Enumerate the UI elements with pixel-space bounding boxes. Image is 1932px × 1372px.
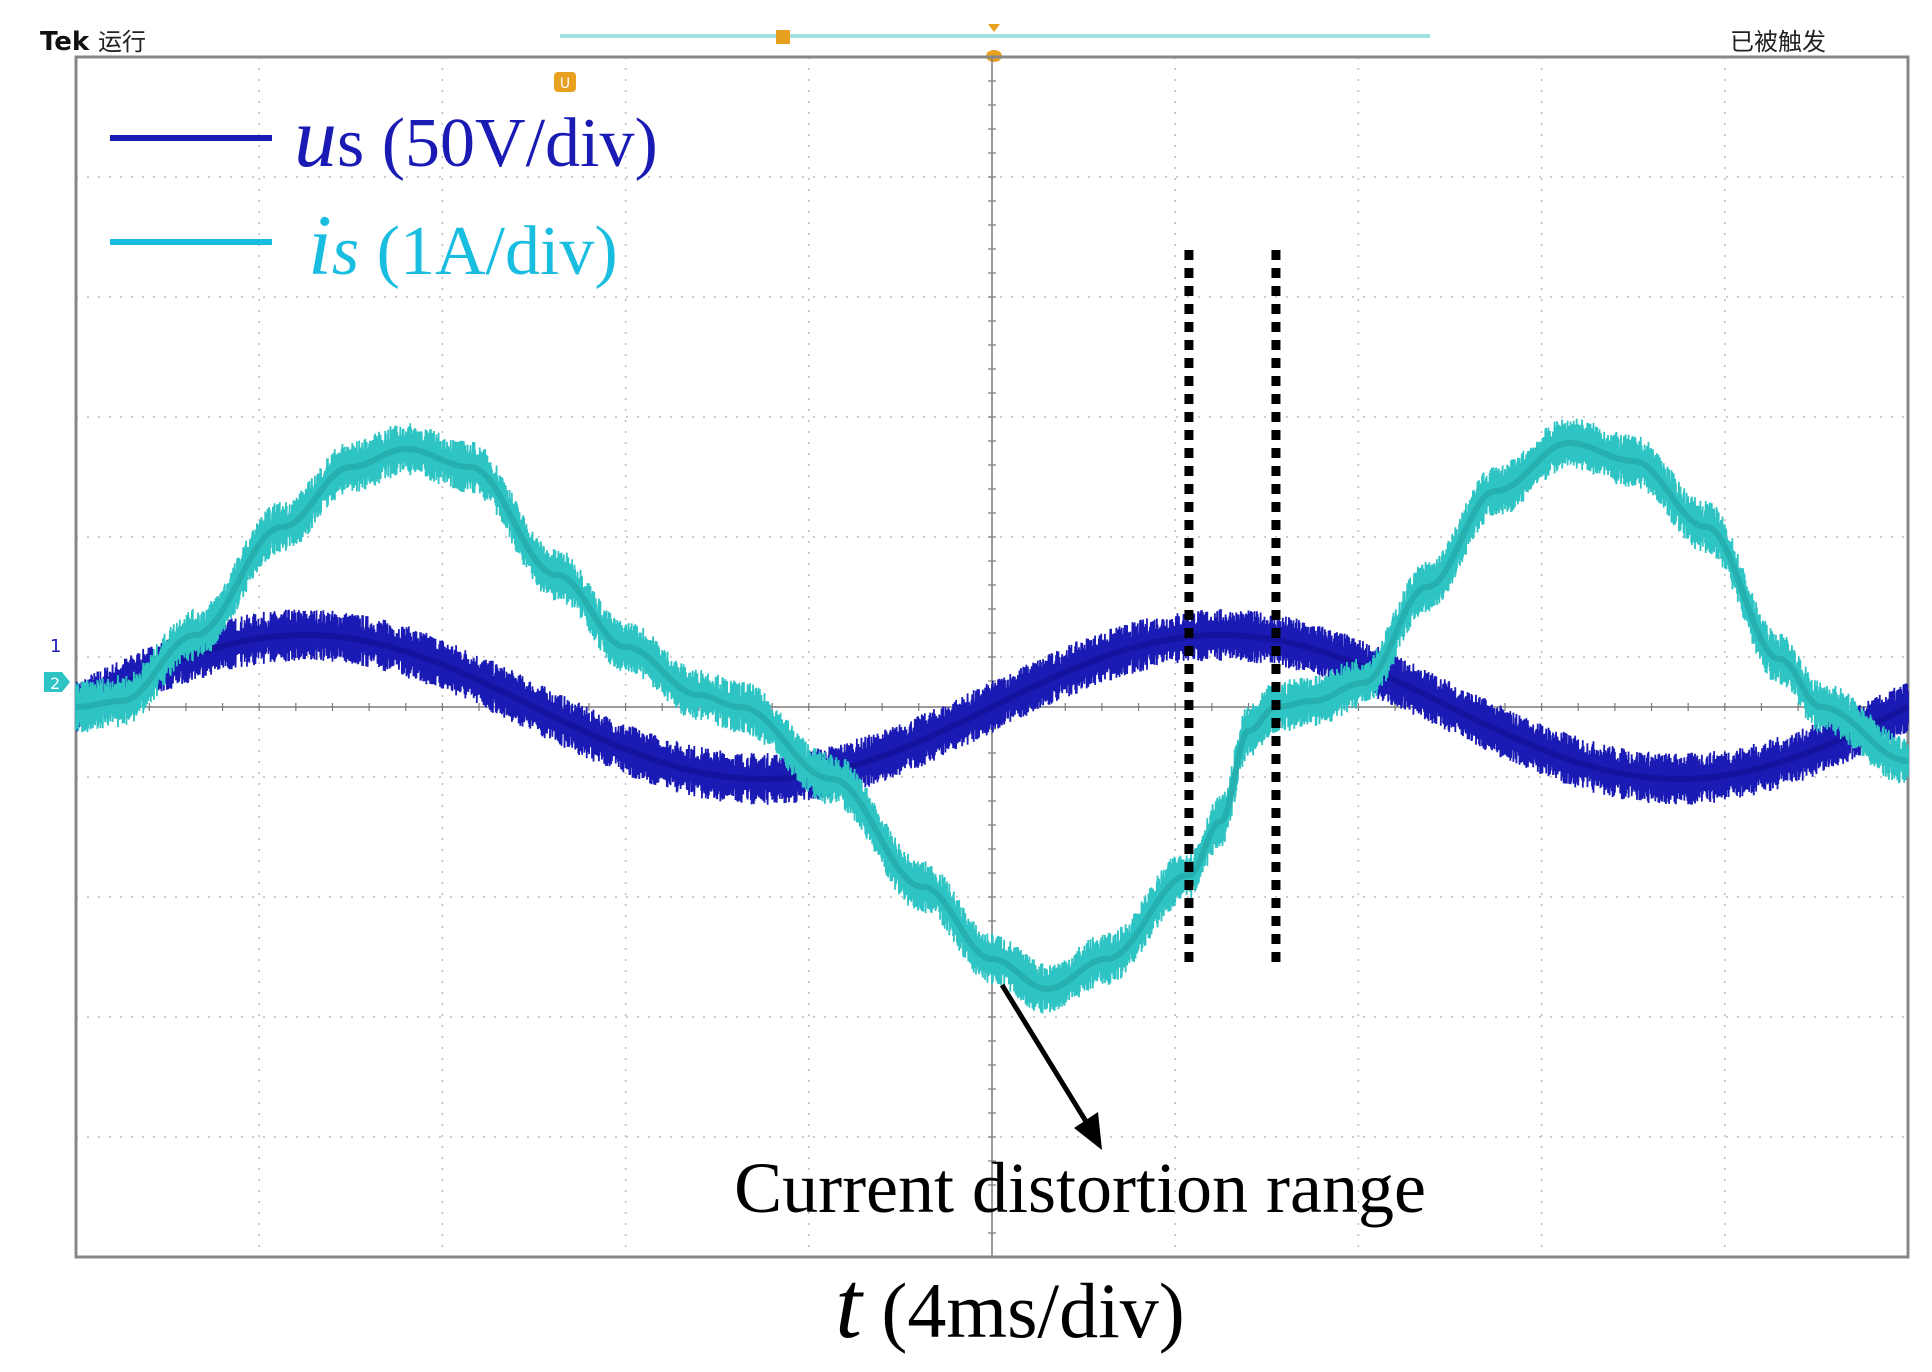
annotation-label: Current distortion range xyxy=(734,1148,1426,1228)
legend-symbol-us: u xyxy=(294,89,337,185)
waveform-layer xyxy=(74,418,1910,1014)
svg-text:U: U xyxy=(560,76,570,92)
series-is-core xyxy=(76,440,1908,992)
distortion-annotation: Current distortion range xyxy=(734,250,1426,1228)
ch2-marker: 2 xyxy=(44,672,70,693)
ch1-marker: 1 xyxy=(50,636,61,657)
svg-text:is (1A/div): is (1A/div) xyxy=(308,197,618,293)
legend: us (50V/div) is (1A/div) xyxy=(110,89,658,293)
annotation-arrowhead-icon xyxy=(1074,1112,1102,1150)
xaxis-scale: (4ms/div) xyxy=(881,1267,1184,1354)
trigger-state-label: 已被触发 xyxy=(1730,28,1826,56)
legend-suffix-us: s xyxy=(337,105,364,182)
svg-text:1: 1 xyxy=(50,636,61,657)
record-window xyxy=(776,30,790,44)
series-us-core xyxy=(74,632,1910,782)
svg-text:us (50V/div): us (50V/div) xyxy=(294,89,658,185)
xaxis-symbol: t xyxy=(835,1251,864,1358)
svg-text:2: 2 xyxy=(50,674,60,693)
legend-scale-us: (50V/div) xyxy=(382,105,658,182)
legend-scale-is: (1A/div) xyxy=(377,213,618,290)
run-state-label: 运行 xyxy=(98,28,146,56)
legend-symbol-is: i xyxy=(308,197,332,293)
legend-suffix-is: s xyxy=(332,213,359,290)
reference-marker-icon: U xyxy=(554,72,576,92)
brand-label: Tek xyxy=(40,27,90,57)
plot-frame xyxy=(74,55,1910,1259)
annotation-arrow xyxy=(999,983,1093,1130)
svg-text:t (4ms/div): t (4ms/div) xyxy=(835,1251,1185,1358)
